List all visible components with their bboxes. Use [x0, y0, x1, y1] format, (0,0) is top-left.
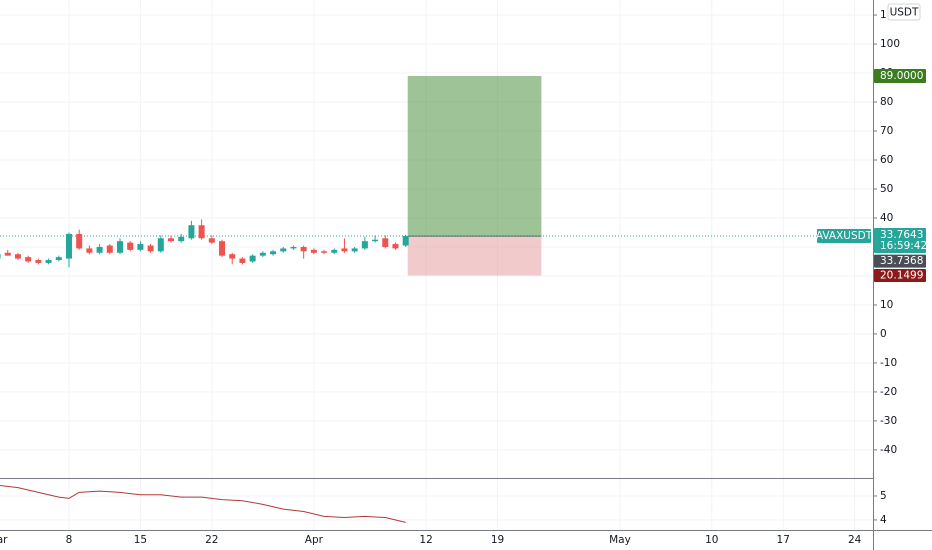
last-price-box [874, 228, 926, 254]
candle-body [229, 254, 236, 259]
entry-label: 33.7368 [880, 255, 923, 267]
y-tick-label: 40 [880, 212, 893, 224]
candle-body [178, 236, 185, 242]
y-tick-label: -10 [880, 357, 897, 369]
candle-body [239, 258, 246, 263]
indicator-line [0, 484, 406, 523]
y-tick-label: 0 [880, 328, 887, 340]
entry-label-box [874, 254, 926, 268]
x-tick-label: May [609, 534, 631, 546]
candle-body [290, 246, 297, 249]
target-label: 89.0000 [880, 70, 923, 82]
symbol-box [817, 229, 871, 244]
candle-body [35, 260, 42, 263]
candle-body [4, 252, 11, 256]
candle-body [382, 238, 389, 247]
stop-label: 20.1499 [880, 270, 923, 282]
stop-label-box [874, 269, 926, 283]
candle-body [372, 239, 379, 242]
candle-body [351, 248, 358, 252]
candle-body [321, 251, 328, 253]
y-tick-label: 70 [880, 125, 893, 137]
y-tick-label: -30 [880, 415, 897, 427]
indicator-y-tick-label: 5 [880, 490, 887, 502]
candle-body [361, 241, 368, 249]
candle-body [106, 245, 113, 253]
axes: Mar 8 15 22 Apr 12 19 May 10 17 24 -40 -30 -20 -10 0 10 2… [0, 9, 927, 546]
plot [0, 75, 873, 523]
y-tick-label: 100 [880, 38, 900, 50]
x-tick-label: 15 [134, 534, 147, 546]
countdown: 16:59:42 [880, 240, 927, 252]
candle-body [127, 242, 134, 250]
x-tick-label: 19 [491, 534, 504, 546]
candle-body [14, 254, 21, 259]
candle-body [116, 241, 123, 253]
candle-body [157, 238, 164, 252]
x-tick-label: Apr [305, 534, 324, 546]
candle-body [55, 257, 62, 261]
x-tick-label: 22 [205, 534, 218, 546]
candle-body [402, 236, 409, 246]
candle-body [86, 248, 93, 253]
x-tick-label: 12 [419, 534, 432, 546]
y-tick-label: 60 [880, 154, 893, 166]
candle-body [280, 248, 287, 252]
stop-zone [407, 236, 542, 276]
y-tick-label: 80 [880, 96, 893, 108]
target-label-box [874, 68, 926, 83]
x-tick-label: 10 [705, 534, 718, 546]
x-tick-label: Mar [0, 534, 8, 546]
candle-body [310, 249, 317, 253]
candle-body [147, 245, 154, 252]
candle-body [219, 241, 226, 256]
x-tick-label: 8 [66, 534, 73, 546]
candle-body [188, 225, 195, 239]
x-tick-label: 17 [777, 534, 790, 546]
y-tick-label: -40 [880, 444, 897, 456]
candle-body [208, 238, 215, 243]
candle-body [198, 225, 205, 239]
candle-body [45, 260, 52, 263]
y-tick-label: 10 [880, 299, 893, 311]
symbol-label: AVAXUSDT [816, 230, 873, 242]
candle-body [249, 255, 256, 262]
candle-body [96, 246, 103, 253]
candle-body [392, 244, 399, 249]
candle-body [259, 252, 266, 256]
currency-badge[interactable] [887, 3, 921, 21]
candle-body [76, 233, 83, 249]
indicator-y-tick-label: 4 [880, 514, 887, 526]
candle-body [168, 238, 175, 242]
candle-body [270, 251, 277, 255]
x-tick-label: 24 [848, 534, 862, 546]
candle-body [300, 246, 307, 252]
candle-body [331, 249, 338, 253]
candle-body [341, 248, 348, 252]
candle-body [0, 254, 1, 259]
candle-body [137, 244, 144, 250]
y-tick-label: -20 [880, 386, 897, 398]
candle-body [65, 233, 72, 259]
target-zone [407, 75, 542, 237]
last-price-label: 33.7643 [880, 229, 923, 241]
currency: USDT [890, 7, 919, 19]
candle-body [25, 257, 32, 262]
y-tick-label: 50 [880, 183, 893, 195]
